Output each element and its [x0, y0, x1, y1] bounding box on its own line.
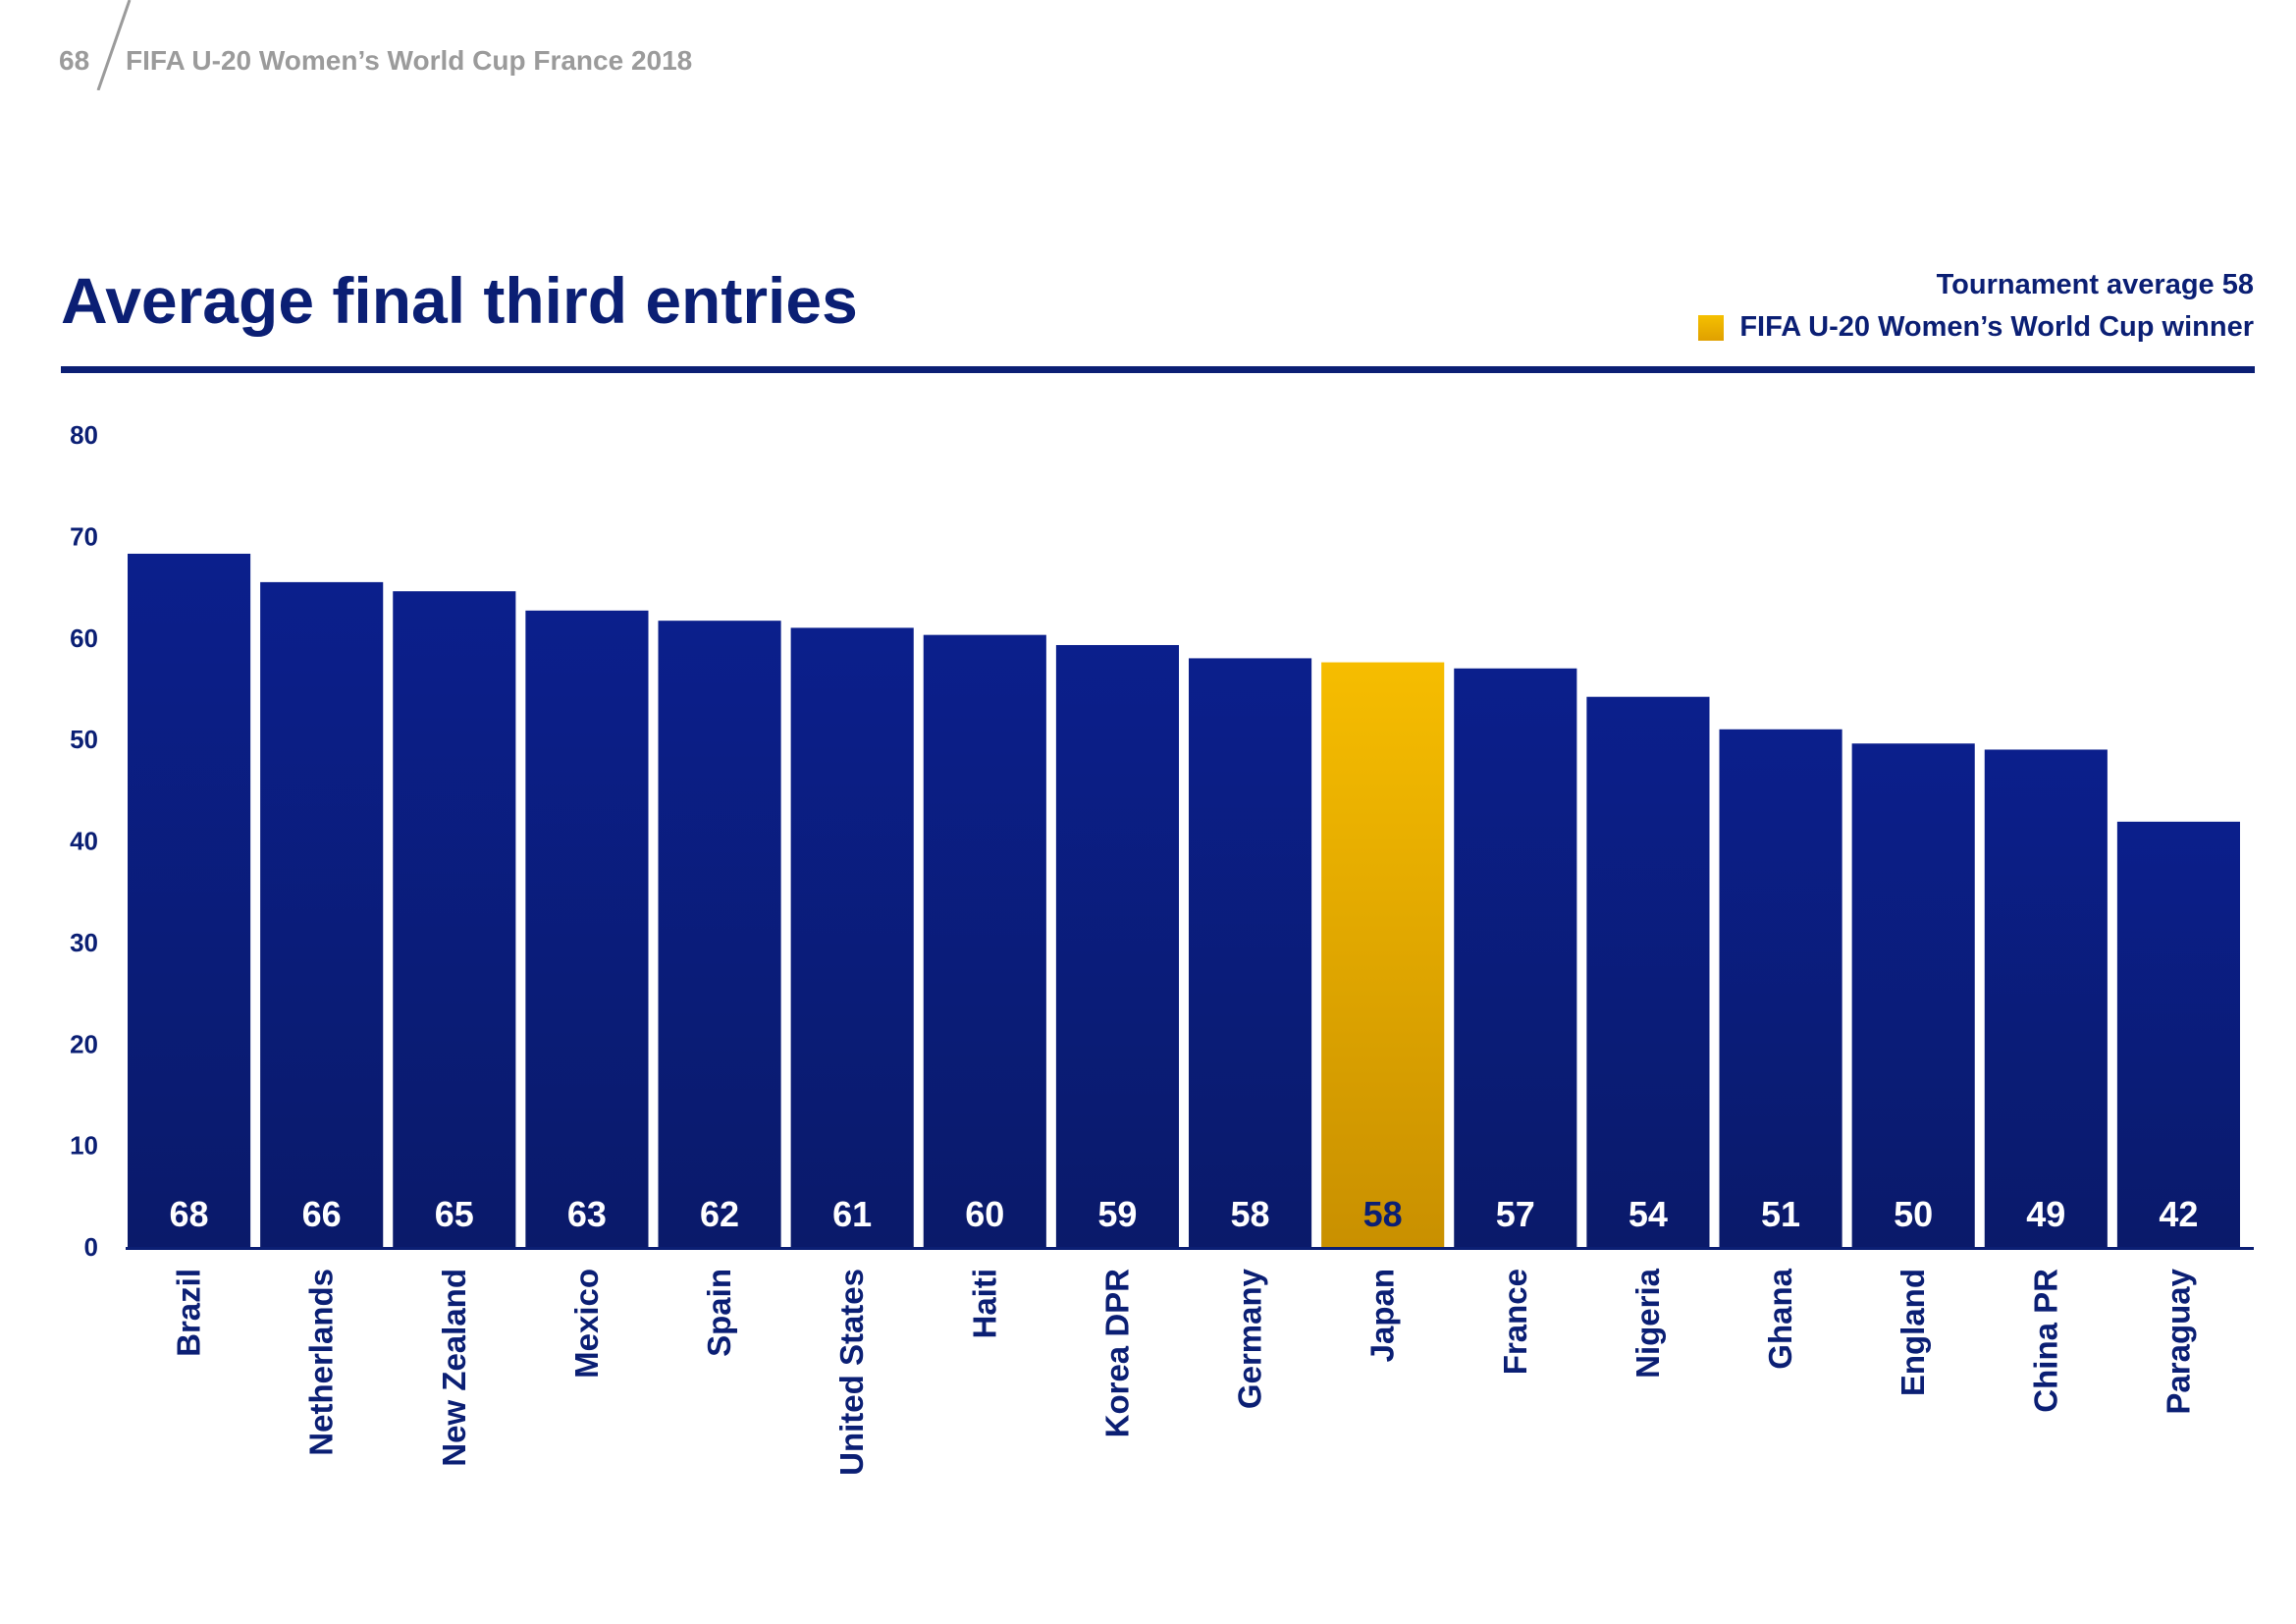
bar: [1586, 696, 1710, 1247]
x-category-label: China PR: [2027, 1269, 2063, 1413]
bar: [2116, 821, 2240, 1247]
y-tick-label: 0: [84, 1232, 98, 1262]
x-category-label: United States: [833, 1269, 870, 1476]
x-category-label: Ghana: [1762, 1268, 1798, 1369]
document-header-title: FIFA U-20 Women’s World Cup France 2018: [126, 45, 693, 76]
legend-winner-label: FIFA U-20 Women’s World Cup winner: [1739, 311, 2254, 343]
x-category-label: Mexico: [568, 1269, 605, 1379]
y-tick-label: 50: [70, 725, 98, 754]
bar: [1851, 743, 1975, 1247]
bar-value-label: 42: [2159, 1194, 2198, 1234]
y-tick-label: 80: [70, 420, 98, 450]
bar-value-label: 49: [2026, 1194, 2065, 1234]
bar: [1189, 658, 1312, 1247]
x-category-label: Brazil: [171, 1269, 207, 1357]
header-divider-slash: [96, 0, 132, 90]
x-category-label: Germany: [1232, 1268, 1268, 1409]
bar-value-label: 58: [1363, 1194, 1403, 1234]
bar: [525, 610, 649, 1247]
bar: [790, 627, 914, 1247]
bar-value-label: 58: [1231, 1194, 1270, 1234]
bar: [658, 621, 781, 1247]
bar: [260, 581, 384, 1247]
x-category-label: Netherlands: [303, 1269, 340, 1456]
bar-winner: [1321, 662, 1445, 1247]
y-tick-label: 30: [70, 928, 98, 957]
bar-value-label: 63: [567, 1194, 607, 1234]
bar-value-label: 62: [700, 1194, 739, 1234]
x-category-label: New Zealand: [436, 1269, 472, 1467]
bar: [1454, 668, 1577, 1247]
chart-title: Average final third entries: [61, 264, 858, 337]
bar: [1055, 644, 1179, 1247]
bar: [393, 591, 516, 1247]
x-category-label: Japan: [1364, 1269, 1401, 1362]
bar-value-label: 50: [1894, 1194, 1933, 1234]
bar-value-label: 60: [965, 1194, 1004, 1234]
y-tick-label: 20: [70, 1029, 98, 1058]
bar-value-label: 57: [1496, 1194, 1535, 1234]
y-tick-label: 10: [70, 1131, 98, 1161]
x-category-label: France: [1497, 1269, 1533, 1375]
bar: [1984, 749, 2108, 1247]
x-category-label: Haiti: [966, 1269, 1002, 1339]
title-underline: [61, 366, 2255, 373]
bar-value-label: 65: [435, 1194, 474, 1234]
bar-value-label: 54: [1629, 1194, 1668, 1234]
x-category-label: Nigeria: [1629, 1268, 1666, 1379]
x-category-label: England: [1895, 1269, 1931, 1396]
x-category-label: Korea DPR: [1098, 1269, 1135, 1438]
bar: [128, 553, 251, 1247]
legend-winner: FIFA U-20 Women’s World Cup winner: [1698, 311, 2254, 344]
y-tick-label: 40: [70, 827, 98, 856]
bar-value-label: 61: [832, 1194, 872, 1234]
bar: [1719, 729, 1842, 1247]
bar-value-label: 68: [170, 1194, 209, 1234]
bar-value-label: 66: [302, 1194, 342, 1234]
bar: [923, 634, 1046, 1247]
x-category-label: Spain: [701, 1269, 737, 1357]
legend-tournament-average: Tournament average 58: [1936, 269, 2254, 300]
legend-winner-swatch: [1698, 314, 1725, 341]
x-category-label: Paraguay: [2160, 1268, 2196, 1414]
bar-value-label: 59: [1097, 1194, 1137, 1234]
bar-value-label: 51: [1761, 1194, 1800, 1234]
y-tick-label: 70: [70, 521, 98, 551]
y-tick-label: 60: [70, 623, 98, 653]
page-number: 68: [59, 45, 90, 76]
